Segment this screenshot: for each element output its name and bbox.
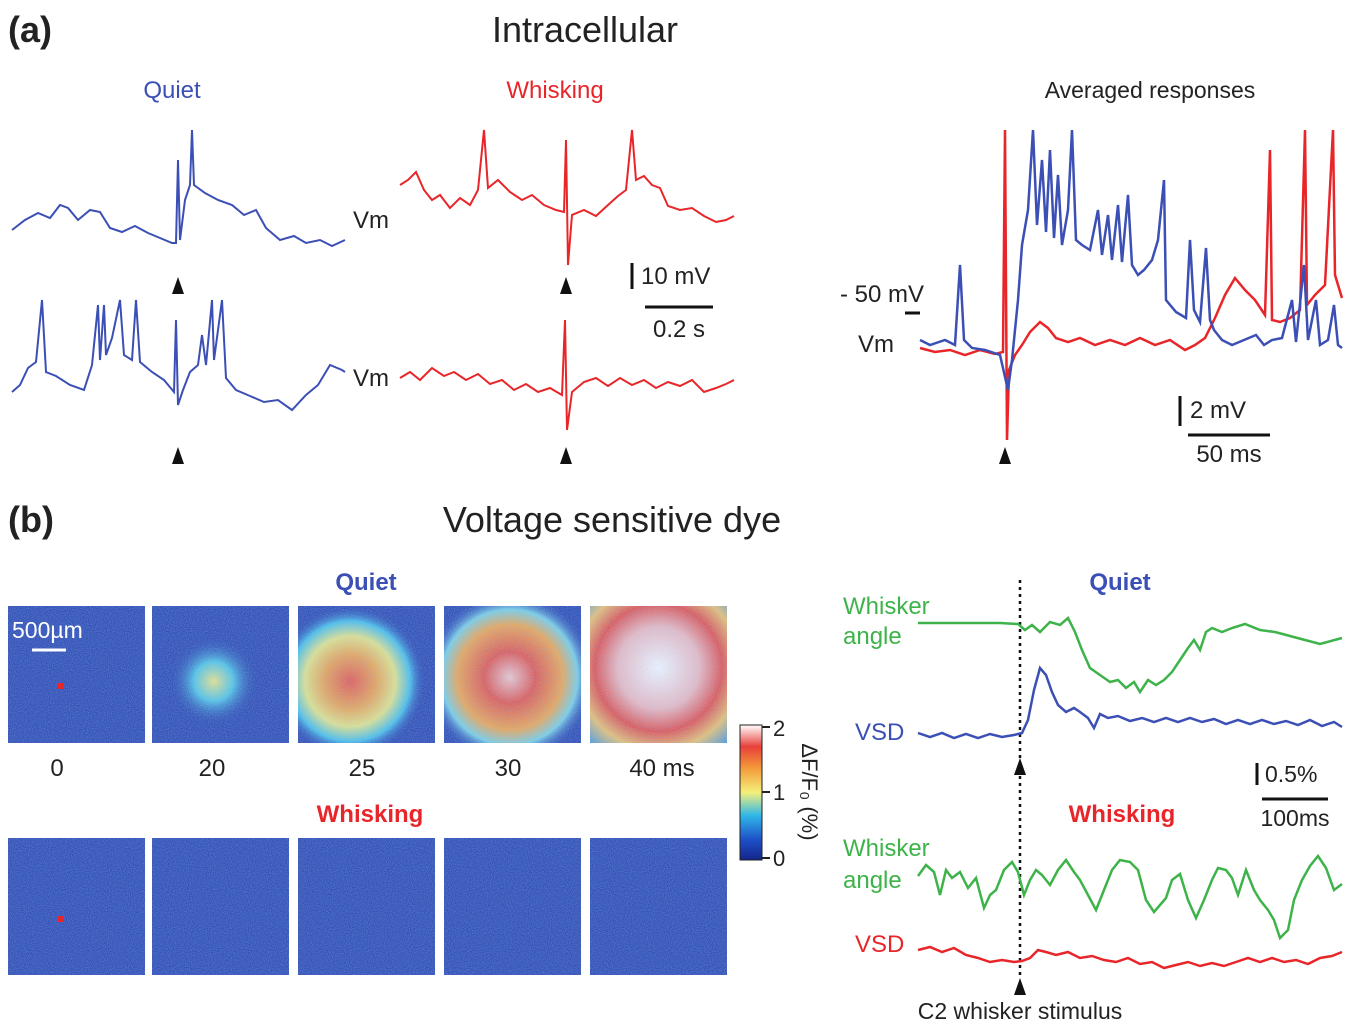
stimulus-arrow [1014,978,1026,995]
whisking-label: Whisking [506,77,603,104]
vm-label: Vm [353,207,389,234]
colorbar-label: ΔF/F₀ (%) [797,743,822,840]
avg-vm-level: - 50 mV [840,281,924,308]
quiet-vsd-trace [917,665,1343,740]
avg-scale-time-label: 50 ms [1196,441,1261,468]
averaged-title: Averaged responses [1045,77,1256,103]
avg-scale-voltage-label: 2 mV [1190,397,1246,424]
trace-scale-time-label: 100ms [1260,805,1329,831]
time-label: 0 [50,755,63,782]
colorbar-tick-label: 2 [773,716,785,741]
whisking-vsd-trace [917,945,1343,970]
quiet-whisker-angle-trace [918,615,1343,695]
time-label: 20 [199,755,226,782]
vsd-map-quiet-25 [298,606,435,743]
vsd-label: VSD [855,931,904,958]
avg-whisking-trace [919,129,1344,441]
quiet-trace-1 [11,129,346,248]
panel-a-label: (a) [8,9,52,50]
vsd-map-whisking-30 [444,838,581,975]
vsd-map-whisking-40 [590,838,727,975]
scale-voltage-label: 10 mV [641,263,710,290]
time-label: 30 [495,755,522,782]
vsd-scale-bar-label: 500µm [12,617,83,643]
vsd-map-whisking-0 [8,838,145,975]
whisker-angle-label: angle [843,623,902,650]
vsd-whisking-label: Whisking [317,801,424,828]
whisker-angle-label: angle [843,867,902,894]
vsd-map-quiet-40 [590,606,727,743]
stimulus-arrow [172,447,184,464]
stimulus-arrow [999,447,1011,464]
colorbar-tick-label: 1 [773,780,785,805]
panel-a-title: Intracellular [492,9,678,50]
colorbar-tick-label: 0 [773,846,785,871]
stimulus-arrow [560,447,572,464]
vm-label: Vm [353,365,389,392]
avg-vm-label: Vm [858,331,894,358]
whisking-trace-2 [399,319,735,431]
quiet-trace-2 [11,299,346,412]
whisking-trace-1 [399,129,735,266]
trace-quiet-label: Quiet [1089,569,1150,596]
time-label: 25 [349,755,376,782]
whisker-angle-label: Whisker [843,835,930,862]
time-label: 40 ms [629,755,694,782]
panel-b-title: Voltage sensitive dye [443,499,781,540]
vsd-map-quiet-20 [152,606,289,743]
quiet-label: Quiet [143,77,201,104]
whisker-angle-label: Whisker [843,593,930,620]
scale-time-label: 0.2 s [653,316,705,343]
avg-quiet-trace [919,129,1343,391]
stimulus-label: C2 whisker stimulus [918,998,1123,1024]
stimulus-arrow [560,277,572,294]
stimulus-arrow [1014,758,1026,775]
panel-b-label: (b) [8,499,54,540]
vsd-map-quiet-30 [444,606,581,743]
whisking-whisker-angle-trace [916,853,1343,941]
trace-scale-percent-label: 0.5% [1265,761,1317,787]
vsd-map-quiet-0 [8,606,145,743]
colorbar [739,724,763,861]
trace-whisking-label: Whisking [1069,801,1176,828]
vsd-label: VSD [855,719,904,746]
vsd-quiet-label: Quiet [335,569,396,596]
stimulus-arrow [172,277,184,294]
vsd-map-whisking-25 [298,838,435,975]
vsd-map-whisking-20 [152,838,289,975]
